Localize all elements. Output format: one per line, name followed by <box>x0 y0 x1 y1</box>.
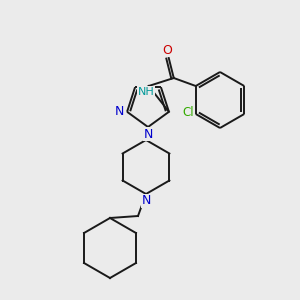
Text: N: N <box>143 128 153 140</box>
Text: N: N <box>114 105 124 118</box>
Text: O: O <box>162 44 172 56</box>
Text: Cl: Cl <box>182 106 194 118</box>
Text: N: N <box>141 194 151 208</box>
Text: NH: NH <box>137 87 154 97</box>
